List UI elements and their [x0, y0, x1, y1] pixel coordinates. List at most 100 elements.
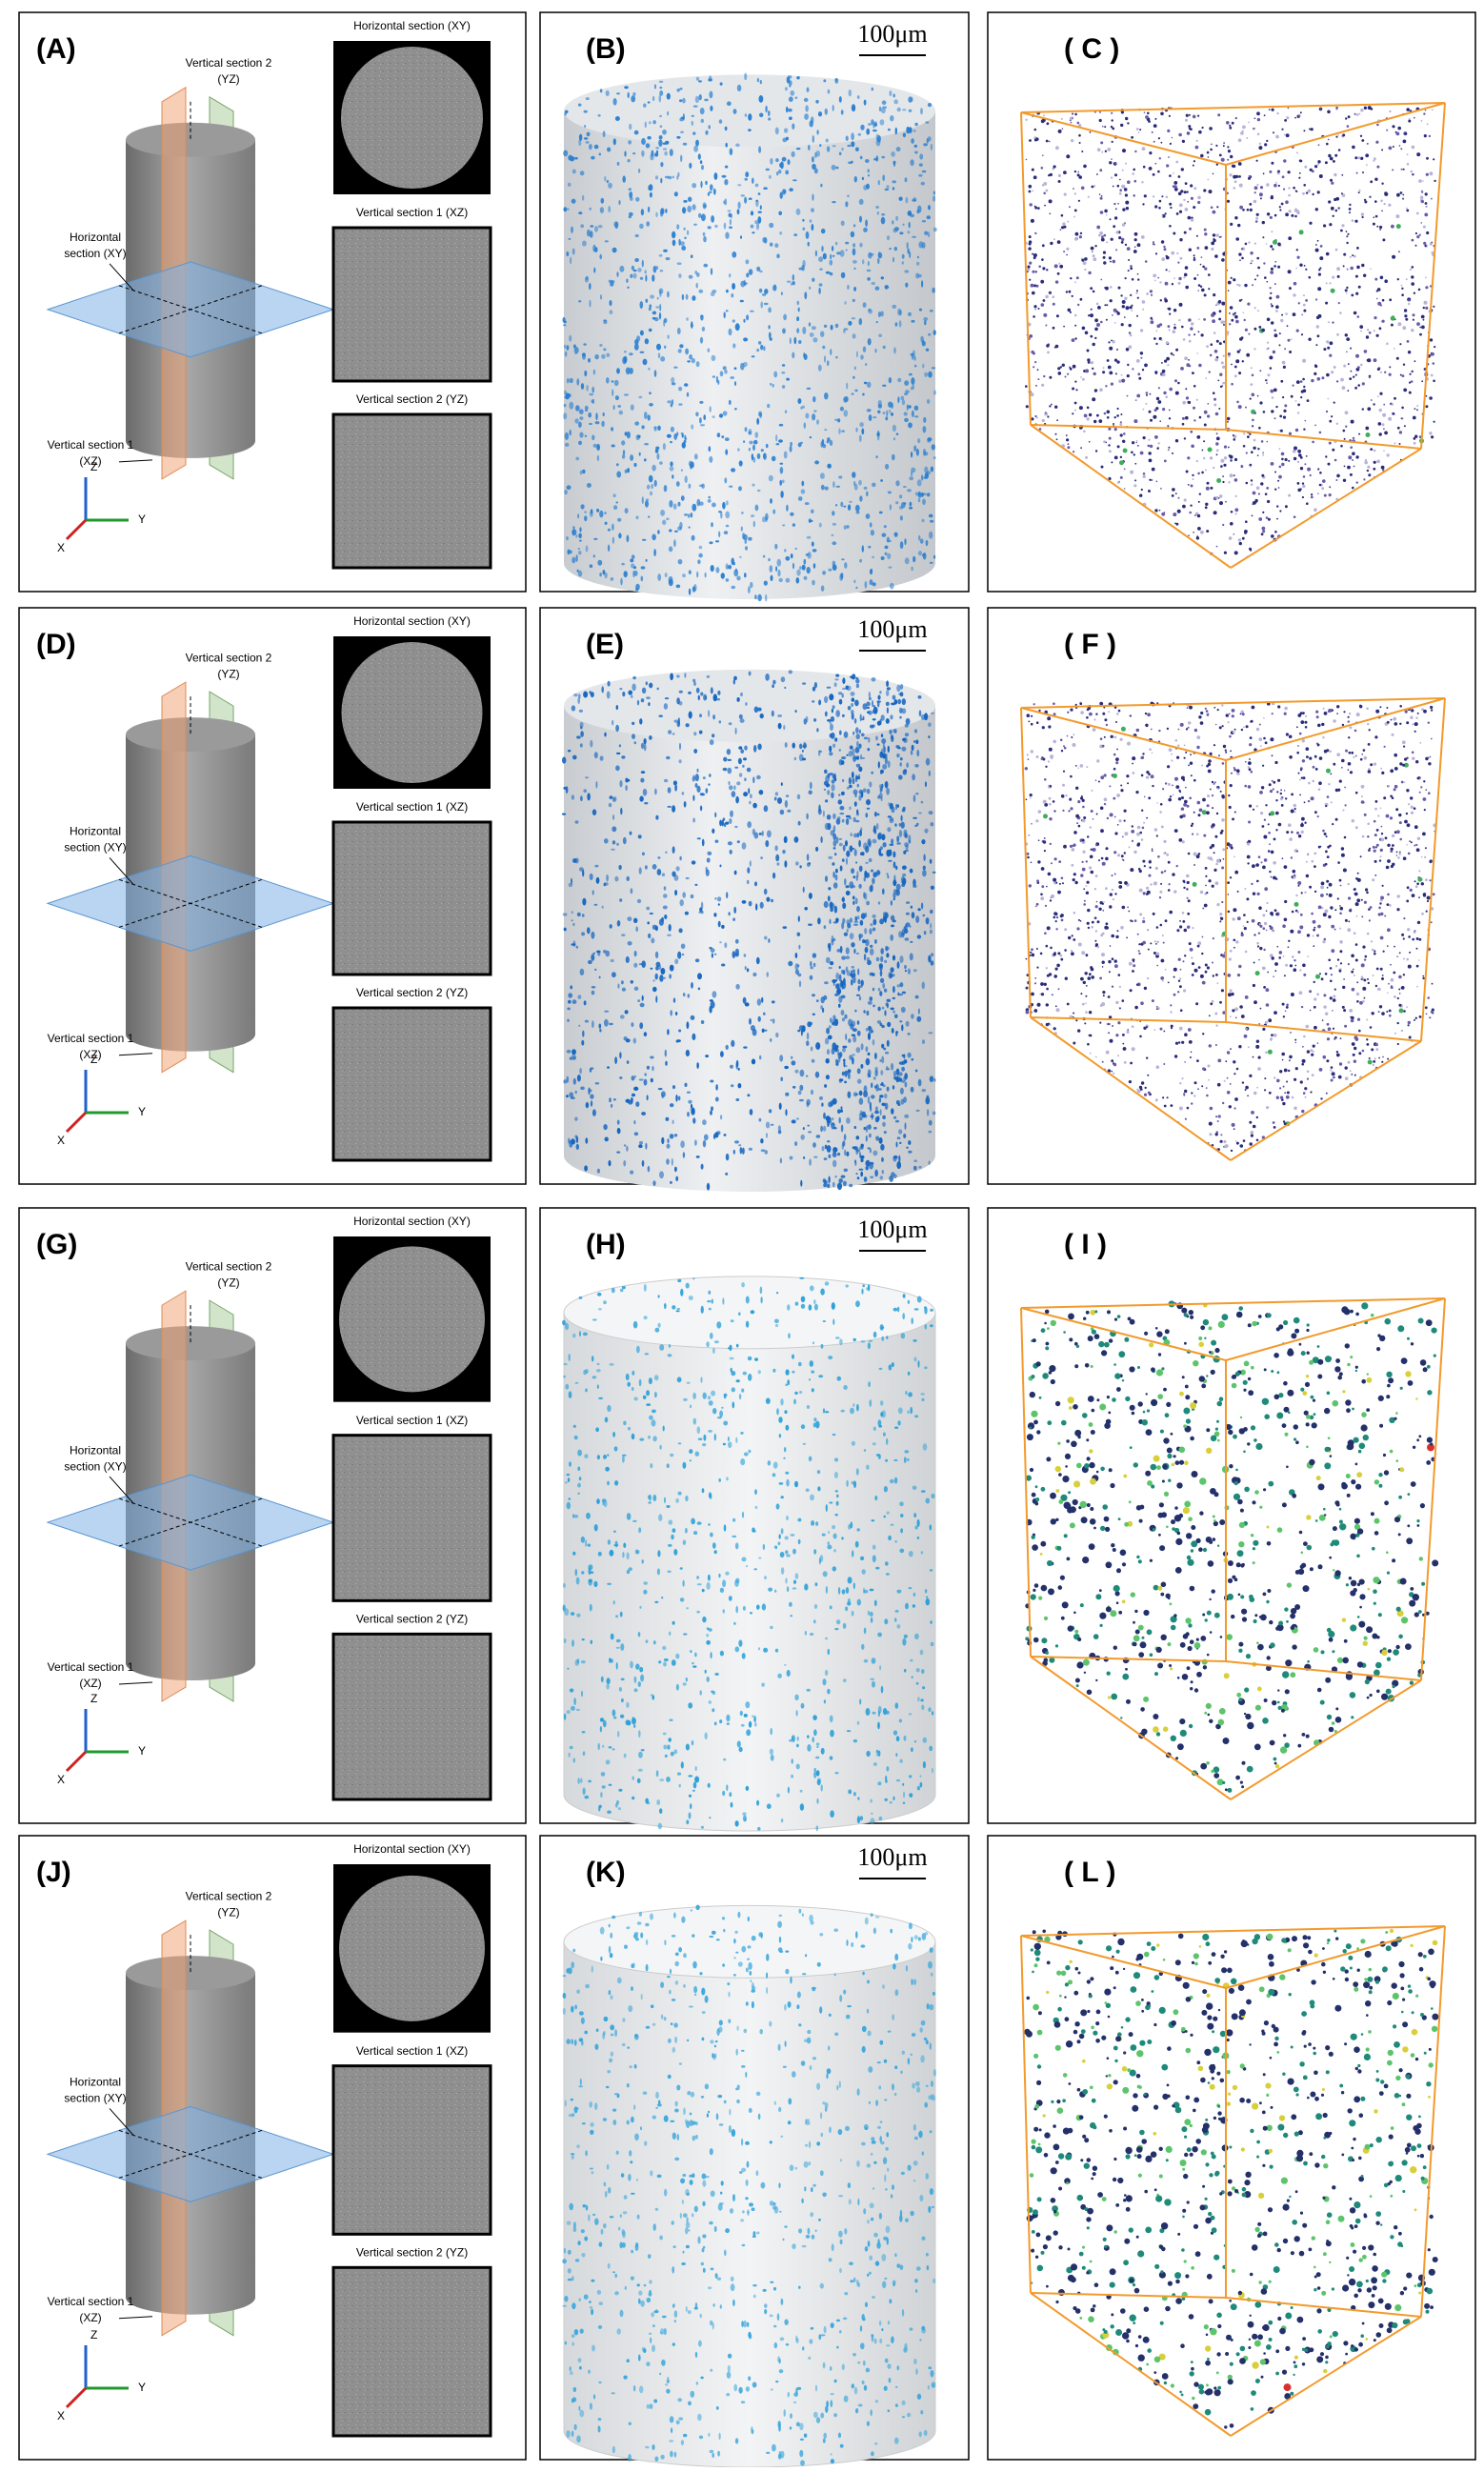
pore-speck [823, 811, 825, 817]
pore-speck [788, 109, 792, 112]
pore [1276, 112, 1278, 114]
pore-speck [849, 90, 852, 96]
pore-speck [783, 926, 788, 929]
pore-speck [678, 239, 680, 246]
pore-speck [652, 864, 657, 870]
pore-speck [795, 97, 798, 99]
pore-speck [601, 686, 604, 693]
pore-speck [833, 847, 836, 850]
pore-speck [832, 709, 833, 713]
pore [1133, 250, 1137, 253]
pore-speck [902, 261, 904, 264]
pore-speck [718, 511, 722, 512]
pore [1177, 382, 1180, 385]
pore-speck [688, 1100, 692, 1104]
pore-speck [812, 193, 813, 200]
pore-speck [830, 1017, 832, 1023]
pore [1237, 224, 1240, 227]
pore [1317, 492, 1319, 494]
pore-speck [884, 525, 887, 528]
pore-speck [899, 716, 901, 719]
pore-speck [635, 1101, 639, 1107]
pore-speck [772, 456, 776, 462]
pore-speck [645, 275, 647, 282]
pore [1352, 452, 1355, 455]
pore [1217, 113, 1220, 116]
pore [1172, 137, 1173, 139]
pore [1214, 254, 1218, 258]
pore-speck [797, 398, 801, 404]
pore [1213, 467, 1214, 469]
pore-speck [589, 393, 593, 396]
pore [1157, 400, 1161, 404]
pore-speck [918, 1166, 922, 1169]
pore [1371, 108, 1374, 111]
pore [1203, 440, 1205, 442]
pore [1370, 180, 1373, 183]
pore-speck [905, 724, 909, 728]
pore-speck [852, 260, 857, 264]
pore [1233, 474, 1235, 476]
pore [1354, 156, 1357, 159]
pore-speck [632, 273, 636, 279]
pore-speck [807, 854, 810, 860]
pore-speck [804, 113, 809, 120]
pore-speck [697, 559, 700, 564]
annotation: (YZ) [217, 72, 239, 86]
pore [1308, 338, 1311, 341]
pore-speck [680, 155, 682, 163]
pore [1072, 113, 1073, 115]
pore-speck [887, 875, 889, 879]
pore-speck [637, 268, 641, 272]
pore-speck [910, 159, 913, 166]
pore-speck [692, 818, 695, 823]
pore [1108, 366, 1112, 370]
pore [1191, 197, 1193, 200]
pore [1221, 302, 1225, 306]
pore-speck [748, 537, 752, 541]
pore-speck [834, 682, 837, 687]
pore-speck [807, 87, 810, 92]
pore [1208, 156, 1210, 158]
pore-speck [673, 539, 676, 547]
pore-speck [809, 518, 812, 523]
pore [1354, 387, 1357, 390]
pore-speck [728, 565, 732, 569]
pore-speck [831, 793, 834, 799]
pore [1045, 325, 1047, 327]
pore-speck [852, 966, 854, 969]
pore-speck [828, 823, 832, 830]
pore-speck [890, 504, 892, 510]
pore-speck [747, 867, 750, 874]
pore-speck [648, 368, 650, 371]
pore-speck [758, 146, 761, 152]
pore [1168, 325, 1171, 328]
pore-speck [874, 121, 877, 125]
pore-speck [579, 432, 583, 438]
pore [1153, 337, 1156, 340]
pore [1122, 208, 1125, 211]
pore-speck [693, 106, 698, 108]
pore [1089, 441, 1091, 443]
pore-speck [645, 338, 649, 344]
pore-speck [821, 246, 823, 251]
pore-speck [877, 695, 880, 700]
pore-speck [866, 1058, 871, 1066]
pore-speck [862, 177, 864, 180]
pore [1230, 306, 1233, 310]
pore [1392, 255, 1395, 259]
pore-speck [676, 866, 680, 871]
pore-speck [656, 151, 658, 155]
pore-speck [832, 1160, 836, 1168]
pore-speck [648, 934, 651, 938]
pore [1159, 420, 1161, 422]
pore-speck [724, 179, 728, 185]
pore-speck [724, 477, 727, 483]
pore [1152, 468, 1155, 472]
pore-speck [624, 393, 629, 395]
pore-speck [732, 791, 736, 797]
pore-speck [829, 752, 832, 755]
section-image [333, 822, 491, 975]
pore-speck [626, 368, 631, 375]
pore-speck [742, 900, 747, 904]
